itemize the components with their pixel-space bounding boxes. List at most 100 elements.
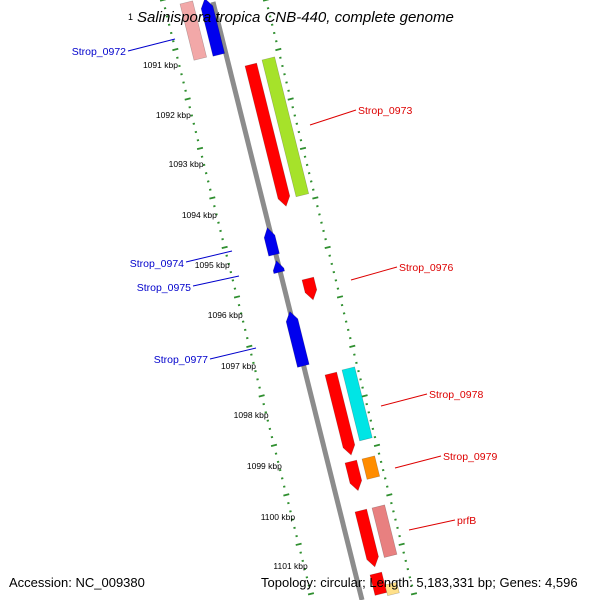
- feature-pink-track: [371, 504, 398, 558]
- gene-label-leader: [394, 455, 442, 469]
- gene-label[interactable]: Strop_0973: [358, 105, 412, 117]
- ring-tick-left: [221, 245, 228, 250]
- gene-label[interactable]: Strop_0975: [137, 282, 191, 294]
- ring-tick-right: [365, 402, 368, 406]
- ring-tick-left: [295, 542, 302, 546]
- ring-tick-left: [229, 271, 233, 274]
- ring-tick-right: [340, 304, 344, 307]
- feature-bottom-yellow: [384, 581, 400, 597]
- ring-tick-right: [361, 394, 368, 398]
- ring-tick-right: [287, 97, 294, 101]
- ring-tick-right: [318, 213, 321, 216]
- ring-tick-left: [293, 526, 296, 529]
- ring-tick-left: [172, 47, 179, 52]
- genome-summary-text: Topology: circular; Length: 5,183,331 bp…: [261, 575, 578, 590]
- ring-tick-left: [303, 567, 307, 571]
- ring-tick-left: [188, 106, 192, 109]
- ring-tick-right: [324, 245, 331, 250]
- ring-tick-left: [196, 146, 204, 151]
- ring-tick-left: [190, 114, 194, 117]
- feature-strop-0978: [324, 371, 356, 456]
- scale-ring: [159, 0, 418, 596]
- ring-tick-left: [184, 97, 191, 101]
- kbp-tick-label: 1098 kbp: [234, 410, 269, 420]
- ring-tick-left: [287, 501, 290, 505]
- ring-tick-right: [322, 229, 325, 233]
- ring-tick-left: [276, 460, 280, 464]
- ring-tick-right: [344, 320, 348, 323]
- kbp-tick-label: 1095 kbp: [195, 260, 230, 270]
- ring-tick-left: [233, 295, 241, 299]
- gene-label[interactable]: Strop_0974: [130, 258, 184, 270]
- ring-tick-right: [299, 139, 303, 142]
- feature-strop-0974: [263, 227, 280, 257]
- ring-tick-right: [390, 501, 393, 505]
- gene-label-leader: [127, 38, 176, 52]
- feature-prfb: [354, 508, 379, 568]
- ring-tick-right: [373, 435, 377, 439]
- ring-tick-right: [367, 411, 371, 414]
- ring-tick-left: [268, 427, 272, 431]
- ring-tick-left: [208, 188, 212, 191]
- ring-tick-left: [243, 328, 247, 332]
- gene-label[interactable]: Strop_0978: [429, 389, 483, 401]
- ring-tick-left: [196, 139, 200, 142]
- ring-tick-right: [332, 271, 336, 274]
- ring-tick-left: [221, 238, 224, 241]
- ring-tick-left: [270, 443, 278, 447]
- ring-tick-left: [178, 64, 181, 68]
- ring-tick-left: [200, 155, 204, 158]
- gene-label[interactable]: Strop_0977: [154, 354, 208, 366]
- ring-tick-left: [250, 353, 253, 356]
- ring-tick-left: [256, 378, 259, 381]
- ring-tick-right: [283, 73, 286, 76]
- ring-tick-left: [301, 559, 305, 562]
- ring-tick-right: [336, 295, 344, 299]
- kbp-tick-labels: 1091 kbp 1092 kbp 1093 kbp 1094 kbp 1095 kbp…: [143, 60, 308, 571]
- ring-tick-right: [349, 344, 356, 348]
- gene-label-leader: [209, 347, 257, 360]
- ring-tick-right: [348, 337, 352, 340]
- feature-tracks: [179, 0, 400, 597]
- ring-tick-left: [295, 534, 298, 538]
- ring-tick-left: [258, 386, 261, 389]
- kbp-tick-label: 1094 kbp: [182, 210, 217, 220]
- ring-tick-left: [176, 56, 179, 59]
- feature-strop-0977: [285, 311, 310, 368]
- ring-tick-right: [320, 221, 323, 224]
- ring-tick-right: [291, 106, 295, 109]
- ring-tick-right: [355, 361, 358, 365]
- ring-tick-left: [219, 229, 222, 233]
- gene-labels: Strop_0972 Strop_0973 Strop_0974 Strop_0975…: [72, 38, 497, 531]
- kbp-tick-label: 1092 kbp: [156, 110, 191, 120]
- ring-tick-left: [305, 576, 309, 579]
- ring-tick-right: [381, 468, 385, 472]
- gene-label[interactable]: Strop_0972: [72, 46, 126, 58]
- ring-tick-left: [307, 584, 311, 587]
- ring-tick-right: [410, 592, 418, 596]
- ring-tick-left: [217, 221, 220, 224]
- ring-tick-right: [268, 15, 272, 18]
- ring-tick-left: [258, 394, 265, 398]
- ring-tick-right: [305, 163, 309, 167]
- gene-label[interactable]: Strop_0979: [443, 451, 497, 463]
- ring-tick-left: [225, 254, 228, 257]
- ring-tick-right: [262, 0, 270, 2]
- ring-tick-left: [204, 172, 208, 175]
- kbp-tick-label: 1100 kbp: [261, 512, 296, 522]
- ring-tick-left: [182, 81, 185, 84]
- ring-tick-right: [281, 64, 284, 68]
- ring-tick-left: [213, 205, 216, 208]
- ring-tick-left: [274, 452, 278, 455]
- gene-label[interactable]: Strop_0976: [399, 262, 453, 274]
- ring-tick-left: [233, 287, 237, 290]
- ring-tick-right: [377, 452, 381, 455]
- ring-tick-right: [394, 518, 397, 521]
- gene-label[interactable]: prfB: [457, 515, 476, 527]
- ring-tick-right: [299, 146, 307, 151]
- ring-tick-left: [278, 468, 282, 472]
- ring-tick-right: [410, 584, 414, 587]
- ring-tick-right: [334, 279, 338, 282]
